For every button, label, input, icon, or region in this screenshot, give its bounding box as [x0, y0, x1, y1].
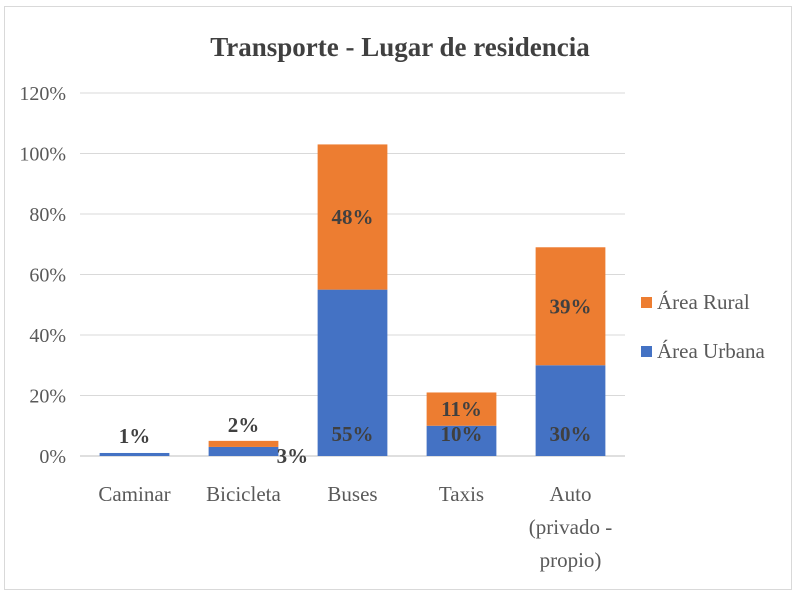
x-tick-label: propio)	[540, 548, 602, 572]
y-tick-label: 80%	[29, 204, 66, 226]
data-label: 10%	[441, 422, 483, 446]
data-label: 11%	[441, 397, 482, 421]
x-tick-label: Taxis	[439, 482, 484, 506]
bar-area-urbana	[99, 452, 170, 456]
y-tick-label: 0%	[39, 446, 66, 468]
data-label: 2%	[228, 413, 260, 437]
bar-area-rural	[317, 144, 388, 290]
x-tick-label: (privado -	[529, 515, 612, 539]
y-tick-label: 120%	[19, 83, 66, 105]
x-tick-label: Buses	[327, 482, 377, 506]
bar-area-urbana	[535, 365, 606, 456]
y-tick-label: 60%	[29, 265, 66, 287]
data-label: 55%	[332, 422, 374, 446]
legend-label: Área Rural	[657, 290, 750, 314]
x-axis-tick-labels: Caminar Bicicleta Buses Taxis Auto (privado -…	[98, 482, 612, 572]
data-labels: 1% 3% 2% 55% 48% 10%11% 30% 39%	[119, 205, 592, 468]
bar-area-rural	[208, 440, 279, 447]
x-tick-label: Auto	[550, 482, 592, 506]
y-tick-label: 100%	[19, 144, 66, 166]
data-label: 39%	[550, 294, 592, 318]
data-label: 48%	[332, 205, 374, 229]
x-tick-label: Bicicleta	[206, 482, 281, 506]
bar-area-rural	[426, 392, 497, 426]
y-tick-label: 20%	[29, 386, 66, 408]
bar-area-urbana	[317, 289, 388, 456]
x-tick-label: Caminar	[98, 482, 170, 506]
legend: Área Rural Área Urbana	[641, 290, 766, 363]
bar-area-rural	[535, 247, 606, 366]
y-tick-label: 40%	[29, 325, 66, 347]
legend-label: Área Urbana	[657, 339, 766, 363]
data-label: 1%	[119, 424, 151, 448]
bars	[99, 144, 606, 456]
y-axis-tick-labels: 0% 20% 40% 60% 80% 100% 120%	[19, 83, 66, 468]
bar-area-urbana	[426, 425, 497, 456]
bar-area-urbana	[208, 446, 279, 456]
legend-swatch	[641, 297, 652, 308]
chart-frame	[4, 6, 792, 590]
legend-swatch	[641, 346, 652, 357]
data-label: 30%	[550, 422, 592, 446]
chart-title: Transporte - Lugar de residencia	[210, 32, 590, 62]
data-label: 3%	[277, 444, 309, 468]
